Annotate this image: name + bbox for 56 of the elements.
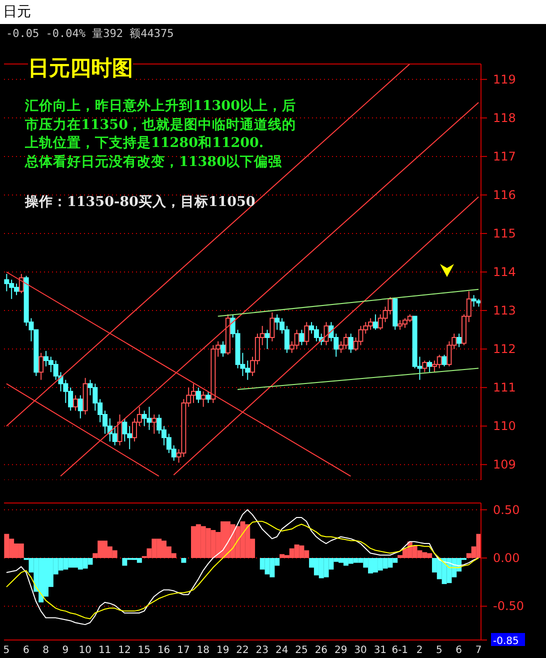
x-tick-label: 25 (295, 645, 308, 656)
x-tick-label: 9 (62, 645, 69, 656)
text: -0.05 -0.04% 量392 额44375 (6, 26, 174, 41)
x-tick-label: 2 (416, 645, 423, 656)
annotation: 操作：11350-80买入，目标11050 (25, 193, 256, 211)
x-tick-label: 5 (3, 645, 10, 656)
candlestick (348, 333, 354, 354)
x-tick-label: 16 (157, 645, 170, 656)
x-tick-label: 24 (275, 645, 288, 656)
x-tick-label: 15 (138, 645, 151, 656)
annotation: 市压力在11350，也就是图中临时通道线的 (25, 116, 296, 134)
x-tick-label: 23 (256, 645, 269, 656)
y-tick-label: 0.00 (493, 550, 520, 565)
x-tick-label: 10 (78, 645, 92, 656)
candlestick (200, 390, 206, 408)
x-tick-label: 5 (436, 645, 442, 656)
bar (181, 558, 186, 563)
y-tick-label: 118 (493, 110, 516, 125)
x-tick-label: 22 (236, 645, 249, 656)
y-tick-label: 119 (493, 72, 516, 86)
y-tick-label: 115 (493, 226, 516, 240)
y-tick-label: 116 (493, 188, 516, 202)
chart-title: 日元四时图 (28, 54, 133, 82)
line-series (6, 520, 480, 620)
x-tick-label: 31 (374, 645, 387, 656)
y-tick-label: 0.50 (493, 502, 520, 517)
y-tick-label: 111 (493, 380, 516, 395)
y-tick-label: 114 (493, 265, 516, 279)
candlestick (117, 414, 122, 446)
y-tick-label: 113 (493, 304, 516, 318)
x-tick-label: 6 (456, 645, 462, 656)
x-tick-label: 12 (118, 645, 131, 656)
y-tick-label: -0.50 (493, 599, 524, 614)
y-tick-label: -0.85 (493, 636, 519, 647)
x-tick-label: 30 (354, 645, 367, 656)
x-tick-label: 11 (98, 645, 112, 656)
candlestick (152, 414, 157, 434)
annotation: 总体看好日元没有改变，11380以下偏强 (25, 152, 283, 171)
x-tick-label: 6 (22, 645, 30, 656)
annotation: 汇价向上，昨日意外上升到11300以上，后 (25, 97, 296, 116)
y-tick-label: 112 (493, 342, 516, 356)
x-tick-label: 26 (314, 645, 328, 656)
line-series (6, 509, 480, 626)
x-tick-label: 17 (177, 645, 190, 656)
chart-subtitle: 日元 (3, 3, 31, 21)
x-tick-label: 29 (334, 645, 348, 656)
y-tick-label: 109 (493, 458, 516, 472)
candlestick (196, 387, 201, 404)
x-tick-label: 6-1 (392, 645, 408, 656)
x-tick-label: 18 (196, 645, 210, 656)
y-tick-label: 110 (493, 419, 516, 434)
y-tick-label: 117 (493, 149, 516, 164)
annotation: 上轨位置，下支持是11280和11200. (25, 134, 265, 152)
x-tick-label: 7 (475, 645, 482, 656)
x-tick-label: 19 (216, 645, 230, 656)
x-tick-label: 8 (42, 645, 49, 656)
